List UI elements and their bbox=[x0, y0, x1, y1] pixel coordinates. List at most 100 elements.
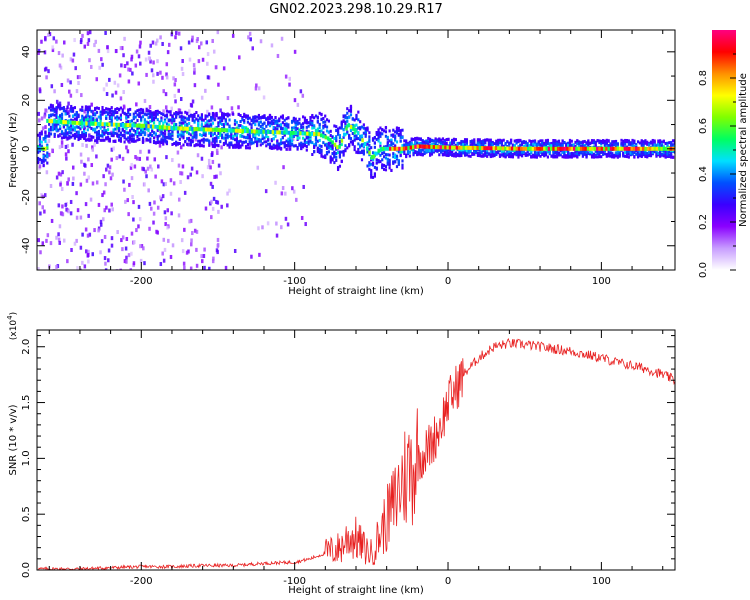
heat-band bbox=[296, 122, 299, 126]
heat-ridge bbox=[99, 122, 102, 127]
heat-band bbox=[441, 149, 445, 153]
heat-ridge bbox=[69, 120, 72, 125]
heat-ridge bbox=[241, 128, 245, 133]
heat-speckle bbox=[209, 181, 213, 186]
heat-band bbox=[117, 133, 121, 137]
heat-band bbox=[309, 116, 312, 120]
heat-speckle bbox=[70, 247, 73, 252]
heat-band bbox=[349, 127, 353, 131]
heat-speckle bbox=[114, 90, 118, 95]
heat-speckle bbox=[148, 226, 151, 231]
heat-band bbox=[342, 128, 345, 132]
heat-speckle bbox=[133, 164, 137, 169]
heat-band bbox=[552, 138, 555, 142]
heat-band bbox=[81, 114, 84, 118]
heat-band bbox=[191, 115, 194, 119]
heat-speckle bbox=[116, 128, 119, 133]
heat-band bbox=[200, 144, 203, 148]
heat-band bbox=[305, 144, 308, 148]
heat-speckle bbox=[47, 69, 50, 74]
heat-ridge bbox=[147, 124, 150, 129]
heat-band bbox=[594, 153, 597, 157]
heat-band bbox=[381, 165, 384, 169]
heat-band bbox=[519, 153, 522, 157]
heat-speckle bbox=[97, 48, 101, 53]
heat-band bbox=[340, 126, 343, 130]
heat-speckle bbox=[58, 145, 62, 150]
heat-band bbox=[38, 135, 42, 139]
heat-speckle bbox=[147, 50, 151, 55]
heat-band bbox=[106, 111, 110, 115]
heat-band bbox=[254, 119, 257, 123]
heat-band bbox=[186, 111, 189, 115]
heat-speckle bbox=[61, 212, 65, 217]
heat-band bbox=[515, 141, 518, 145]
heat-band bbox=[62, 123, 65, 127]
heat-ridge bbox=[375, 151, 378, 156]
heat-speckle bbox=[190, 238, 193, 243]
heat-band bbox=[204, 124, 207, 128]
heat-band bbox=[158, 122, 161, 126]
heat-band bbox=[162, 142, 165, 146]
heat-band bbox=[134, 110, 137, 114]
heat-band bbox=[338, 155, 342, 159]
heat-band bbox=[441, 137, 445, 141]
heat-band bbox=[108, 109, 111, 113]
heat-band bbox=[458, 153, 461, 157]
heat-band bbox=[130, 127, 134, 131]
heat-band bbox=[158, 134, 161, 138]
heat-band bbox=[491, 143, 494, 147]
heat-band bbox=[178, 141, 181, 145]
heat-speckle bbox=[43, 50, 47, 55]
heat-band bbox=[237, 127, 240, 131]
heat-band bbox=[359, 120, 362, 124]
heat-speckle bbox=[55, 175, 59, 180]
heat-speckle bbox=[103, 208, 106, 213]
heat-band bbox=[73, 117, 77, 121]
heat-band bbox=[232, 137, 235, 141]
heat-band bbox=[79, 136, 82, 140]
heat-band bbox=[355, 114, 358, 118]
heat-band bbox=[379, 141, 382, 145]
heat-speckle bbox=[275, 221, 278, 226]
heat-band bbox=[292, 144, 296, 148]
heat-speckle bbox=[191, 99, 195, 104]
heat-band bbox=[46, 154, 49, 158]
heat-speckle bbox=[61, 204, 64, 209]
heat-band bbox=[622, 151, 625, 155]
heat-speckle bbox=[98, 65, 101, 70]
heat-band bbox=[165, 109, 169, 113]
heat-band bbox=[125, 120, 128, 124]
heat-band bbox=[399, 150, 402, 154]
heat-band bbox=[478, 138, 481, 142]
heat-speckle bbox=[69, 57, 73, 62]
heat-band bbox=[278, 117, 281, 121]
heat-band bbox=[71, 134, 75, 138]
heat-band bbox=[60, 112, 64, 116]
heat-band bbox=[353, 145, 356, 149]
heat-band bbox=[539, 150, 542, 154]
heat-band bbox=[263, 121, 266, 125]
heat-speckle bbox=[102, 174, 105, 179]
heat-band bbox=[83, 130, 86, 134]
heat-band bbox=[598, 150, 601, 154]
heat-ridge bbox=[296, 131, 300, 136]
heat-band bbox=[322, 155, 325, 159]
heat-speckle bbox=[132, 217, 135, 222]
heat-band bbox=[57, 103, 60, 107]
heat-band bbox=[504, 154, 507, 158]
heat-band bbox=[268, 145, 272, 149]
heat-band bbox=[668, 150, 671, 154]
heat-band bbox=[366, 142, 369, 146]
heat-band bbox=[243, 135, 246, 139]
heat-ridge bbox=[386, 146, 390, 151]
heat-band bbox=[204, 121, 207, 125]
heat-band bbox=[143, 118, 146, 122]
heat-band bbox=[48, 122, 51, 126]
heat-band bbox=[182, 136, 185, 140]
heat-band bbox=[462, 149, 465, 153]
y-tick-label: 0 bbox=[21, 146, 32, 152]
heat-band bbox=[195, 143, 198, 147]
heat-band bbox=[272, 118, 275, 122]
heat-speckle bbox=[144, 169, 147, 174]
